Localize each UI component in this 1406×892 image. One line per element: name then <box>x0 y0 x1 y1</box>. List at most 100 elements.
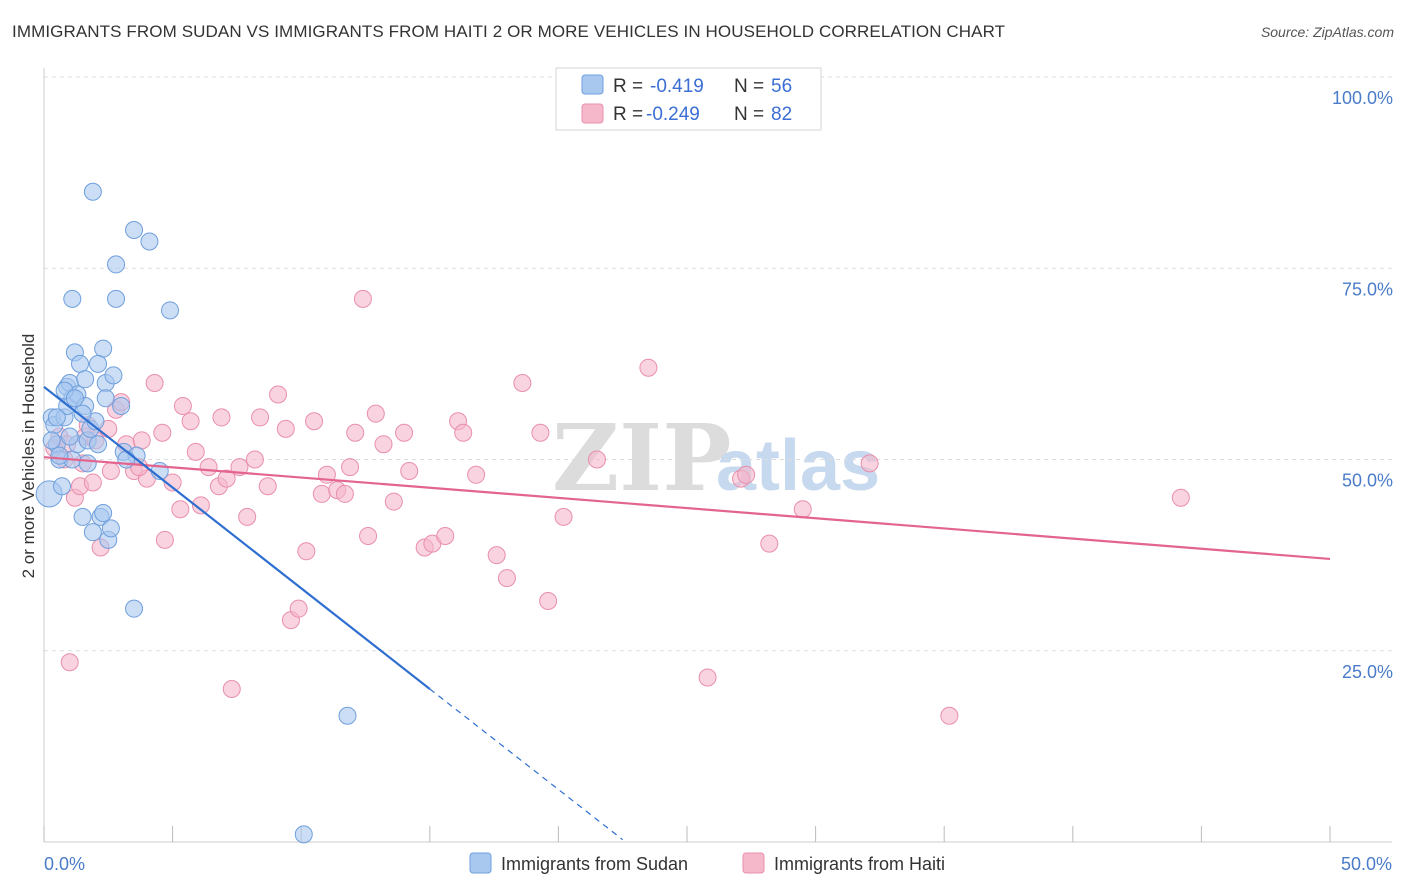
haiti-point-16 <box>132 431 151 450</box>
haiti-point-65 <box>531 423 550 442</box>
haiti-point-61 <box>467 465 486 484</box>
sudan-point-32 <box>104 366 123 385</box>
haiti-point-72 <box>737 465 756 484</box>
haiti-point-80 <box>101 461 120 480</box>
haiti-point-63 <box>497 569 516 588</box>
sudan-point-20 <box>78 454 97 473</box>
axes <box>43 68 1392 843</box>
sudan-point-33 <box>107 255 126 274</box>
haiti-point-53 <box>384 492 403 511</box>
haiti-point-18 <box>145 374 164 392</box>
sudan-points <box>35 182 357 844</box>
haiti-point-46 <box>335 484 354 503</box>
sudan-point-15 <box>71 354 90 373</box>
sudan-point-45 <box>294 825 313 844</box>
y-tick-label-75: 75.0% <box>1342 279 1393 299</box>
haiti-point-20 <box>155 530 174 549</box>
haiti-point-75 <box>860 454 879 473</box>
haiti-n-label: N = <box>734 104 764 125</box>
haiti-point-55 <box>400 461 419 480</box>
haiti-point-38 <box>276 419 295 438</box>
haiti-point-52 <box>374 435 393 454</box>
haiti-point-62 <box>487 546 506 565</box>
series-legend: Immigrants from Sudan Immigrants from Ha… <box>469 852 945 874</box>
sudan-point-22 <box>83 523 102 542</box>
sudan-trend-line <box>43 385 431 690</box>
haiti-point-48 <box>346 423 365 442</box>
sudan-point-36 <box>125 221 144 239</box>
haiti-point-8 <box>83 473 102 492</box>
sudan-point-46 <box>42 431 61 450</box>
x-tick-label-min: 0.0% <box>44 854 85 874</box>
sudan-point-52 <box>73 404 92 423</box>
haiti-point-50 <box>359 527 378 545</box>
trend-lines <box>43 385 1331 841</box>
haiti-points <box>45 289 1190 725</box>
haiti-point-60 <box>454 423 473 442</box>
y-tick-label-50: 50.0% <box>1342 471 1393 491</box>
haiti-point-77 <box>1171 488 1190 507</box>
haiti-point-67 <box>554 507 573 526</box>
haiti-point-3 <box>60 653 79 672</box>
sudan-point-31 <box>101 519 120 538</box>
haiti-point-74 <box>793 500 812 519</box>
haiti-point-70 <box>698 668 717 687</box>
sudan-series-label: Immigrants from Sudan <box>501 854 688 874</box>
haiti-point-23 <box>173 396 192 415</box>
haiti-point-42 <box>305 412 324 431</box>
gridlines <box>44 76 1392 652</box>
haiti-point-29 <box>212 408 231 427</box>
haiti-series-label: Immigrants from Haiti <box>774 854 945 874</box>
sudan-point-50 <box>60 427 79 446</box>
haiti-point-66 <box>539 592 558 611</box>
sudan-point-38 <box>161 301 180 320</box>
haiti-point-19 <box>153 423 172 442</box>
x-axis-ticks <box>43 826 1331 842</box>
sudan-point-47 <box>47 408 66 427</box>
sudan-legend-swatch <box>581 74 604 95</box>
haiti-point-35 <box>251 408 270 427</box>
sudan-r-label: R = <box>613 76 643 97</box>
haiti-point-22 <box>171 500 190 519</box>
x-tick-label-max: 50.0% <box>1341 854 1392 874</box>
haiti-point-76 <box>940 706 959 725</box>
sudan-point-51 <box>65 389 84 408</box>
sudan-point-18 <box>76 370 95 389</box>
y-axis-title: 2 or more Vehicles in Household <box>19 334 38 579</box>
watermark-atlas: atlas <box>716 426 880 506</box>
source-label: Source: ZipAtlas.com <box>1260 24 1394 40</box>
haiti-point-30 <box>217 469 236 488</box>
sudan-trend-extension <box>429 688 624 841</box>
haiti-point-49 <box>353 289 372 308</box>
haiti-point-69 <box>639 358 658 377</box>
sudan-point-16 <box>73 507 92 526</box>
haiti-trend-line <box>43 456 1331 561</box>
haiti-point-54 <box>395 423 414 442</box>
haiti-n-value: 82 <box>771 104 792 125</box>
sudan-point-5 <box>53 477 72 496</box>
watermark: ZIP atlas <box>552 404 880 512</box>
haiti-point-31 <box>222 680 241 698</box>
haiti-point-21 <box>163 473 182 492</box>
sudan-point-25 <box>89 435 108 454</box>
sudan-n-label: N = <box>734 76 764 97</box>
haiti-point-73 <box>760 534 779 553</box>
sudan-point-35 <box>107 289 126 308</box>
haiti-point-24 <box>181 412 200 431</box>
haiti-point-33 <box>238 507 257 526</box>
sudan-point-41 <box>125 599 144 618</box>
haiti-point-64 <box>513 374 532 392</box>
haiti-point-26 <box>191 496 210 515</box>
sudan-point-28 <box>94 339 113 358</box>
haiti-point-25 <box>186 442 205 461</box>
haiti-point-36 <box>258 477 277 496</box>
haiti-point-40 <box>289 599 308 618</box>
haiti-point-58 <box>436 527 455 545</box>
haiti-series-swatch <box>742 852 765 874</box>
haiti-point-68 <box>587 450 606 469</box>
haiti-point-47 <box>341 458 360 477</box>
sudan-point-53 <box>89 354 108 373</box>
sudan-point-34 <box>112 396 131 415</box>
haiti-point-27 <box>199 458 218 477</box>
